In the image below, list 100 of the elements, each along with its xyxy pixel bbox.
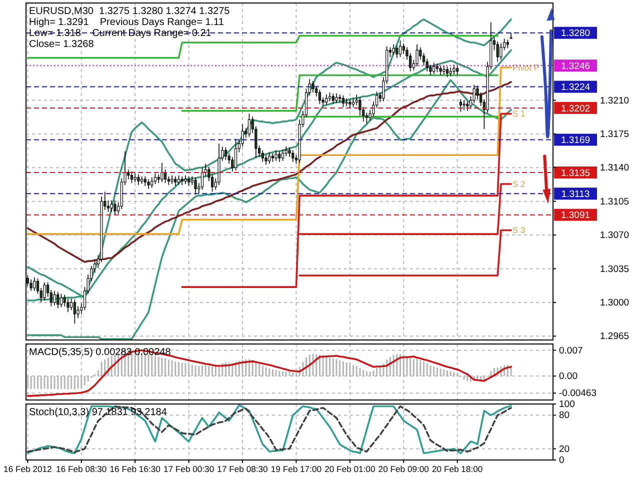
series-label: S 2: [512, 178, 526, 189]
x-tick-label: 16 Feb 2012: [4, 464, 52, 474]
candlestick: [114, 200, 116, 216]
candlestick: [432, 62, 436, 75]
x-tick-label: 19 Feb 17:00: [270, 464, 322, 474]
candlestick: [365, 112, 368, 124]
y-tick-label: 0.007: [559, 345, 583, 356]
candlestick: [43, 282, 46, 301]
candlestick: [110, 200, 113, 212]
ref-line-label: 1.3091: [560, 210, 590, 222]
candlestick: [496, 41, 499, 62]
candlestick: [70, 298, 73, 311]
y-tick-label: 0: [559, 455, 564, 466]
series-label: S 3: [512, 225, 526, 236]
candlestick: [160, 162, 164, 182]
candlestick: [147, 178, 150, 190]
candlestick: [439, 65, 442, 76]
candlestick: [137, 174, 140, 186]
annotation: EURUSD,M30 1.3275 1.3280 1.3274 1.3275: [29, 6, 230, 17]
candlestick: [30, 278, 32, 292]
line-series: [26, 79, 512, 340]
candlestick: [33, 277, 36, 292]
x-tick-label: 16 Feb 16:30: [110, 464, 161, 474]
candlestick: [462, 100, 466, 110]
ref-line-label: 1.3113: [561, 188, 590, 200]
candlestick: [268, 152, 271, 164]
candlestick: [261, 150, 264, 162]
candlestick: [264, 154, 268, 166]
y-tick-label: 80: [559, 410, 570, 422]
x-tick-label: 17 Feb 00:30: [163, 464, 214, 474]
candlestick: [338, 94, 342, 103]
candlestick: [335, 93, 338, 104]
candlestick: [315, 85, 318, 97]
y-tick-label: -0.00463: [559, 388, 597, 400]
ref-line-label: 1.3224: [560, 82, 590, 94]
candlestick: [56, 291, 60, 309]
candlestick: [154, 173, 157, 184]
y-tick-label: 100: [559, 399, 575, 410]
ref-line-label: 1.3246: [560, 60, 590, 72]
candlestick: [318, 89, 322, 104]
candlestick: [284, 146, 288, 156]
candlestick: [66, 298, 70, 312]
candlestick: [510, 32, 512, 40]
candlestick: [392, 44, 395, 56]
y-tick-label: 1.3105: [600, 196, 630, 208]
ref-line-label: 1.3135: [560, 168, 590, 179]
candlestick: [456, 65, 459, 76]
annotation: High= 1.3291 Previous Days Range= 1.11: [29, 17, 224, 28]
candlestick: [248, 113, 251, 138]
candlestick: [234, 138, 238, 171]
ref-line-label: 1.3280: [560, 28, 590, 40]
candlestick: [345, 98, 348, 106]
candlestick: [452, 64, 456, 75]
y-tick-label: 1.3140: [600, 162, 630, 174]
line-series: [26, 349, 512, 397]
candlestick: [144, 176, 146, 186]
y-tick-label: 20: [559, 444, 570, 455]
candlestick: [419, 46, 422, 60]
candlestick: [60, 293, 63, 308]
candlestick: [150, 176, 154, 188]
candlestick: [416, 44, 418, 67]
candlestick: [396, 44, 398, 58]
x-tick-label: 20 Feb 09:00: [378, 464, 430, 474]
candlestick: [325, 94, 328, 106]
candlestick: [127, 169, 130, 180]
candlestick: [466, 100, 469, 112]
candlestick: [342, 95, 345, 108]
candlestick: [332, 93, 334, 104]
y-tick-label: 1.3175: [600, 128, 630, 140]
candlestick: [472, 84, 476, 104]
candlestick: [73, 299, 76, 324]
y-tick-label: 1.3070: [600, 230, 630, 242]
x-tick-label: 20 Feb 01:00: [324, 464, 376, 474]
candlestick: [53, 290, 56, 306]
candlestick: [130, 171, 134, 184]
candlestick: [426, 58, 428, 72]
x-tick-label: 17 Feb 08:30: [217, 464, 268, 474]
ref-line-label: 1.3202: [560, 103, 590, 114]
candlestick: [200, 167, 204, 190]
annotation: Close= 1.3268: [29, 39, 94, 50]
series-label: S 1: [512, 108, 526, 119]
candlestick: [312, 80, 314, 93]
candlestick: [398, 40, 402, 58]
candlestick: [278, 150, 281, 162]
line-series: [26, 66, 512, 235]
candlestick: [174, 176, 177, 186]
y-tick-label: 1.3210: [600, 95, 630, 106]
y-tick-label: 0.00: [559, 371, 578, 382]
x-tick-label: 20 Feb 18:00: [432, 464, 483, 474]
candlestick: [459, 98, 462, 112]
candlestick: [292, 150, 294, 162]
candlestick: [274, 150, 278, 162]
ref-line-label: 1.3169: [560, 135, 590, 146]
candlestick: [187, 176, 190, 186]
y-tick-label: 1.2965: [600, 331, 630, 342]
candlestick: [194, 176, 197, 196]
line-series: [26, 81, 512, 263]
candlestick: [177, 174, 180, 186]
candlestick: [446, 66, 449, 78]
y-tick-label: 1.3000: [600, 297, 630, 308]
